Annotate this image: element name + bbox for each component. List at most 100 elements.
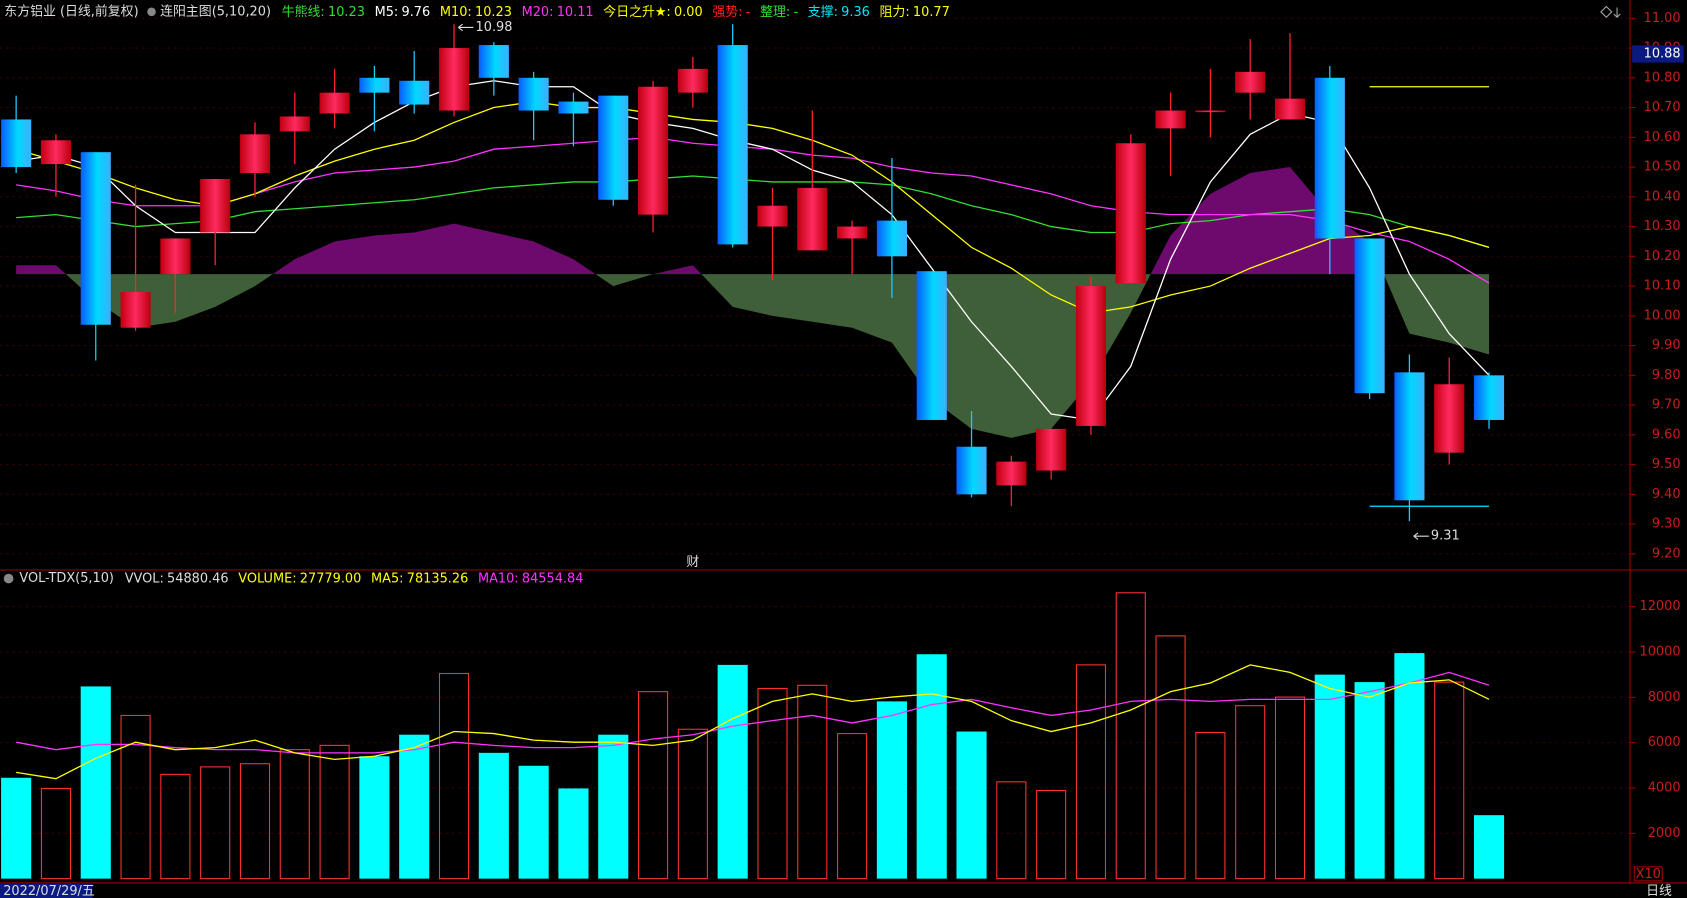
candle-body bbox=[1, 119, 32, 168]
field-name: VVOL: bbox=[125, 571, 164, 586]
field-value: 10.77 bbox=[913, 4, 950, 19]
date-box bbox=[0, 884, 93, 898]
volume-bar bbox=[916, 654, 947, 879]
header-field: 牛熊线: 10.23 bbox=[282, 3, 365, 19]
candle-body bbox=[677, 68, 708, 93]
candle-body bbox=[757, 205, 788, 227]
annotation-arrow bbox=[1413, 532, 1429, 540]
collapse-icon[interactable] bbox=[3, 573, 14, 584]
volume-bar bbox=[638, 691, 669, 880]
candle-body bbox=[1434, 384, 1465, 453]
candle-body bbox=[1036, 428, 1067, 471]
header-text: 东方铝业 (日线,前复权) bbox=[4, 3, 138, 19]
volume-bar bbox=[1354, 682, 1385, 879]
volume-bar bbox=[1075, 664, 1107, 880]
header-field: 整理: - bbox=[760, 4, 798, 19]
volume-bar bbox=[956, 731, 987, 879]
y-tick-label: 2000 bbox=[1648, 826, 1681, 841]
header-field: MA5: 78135.26 bbox=[371, 571, 468, 586]
volume-bar bbox=[1314, 674, 1345, 879]
field-value: 10.11 bbox=[557, 4, 594, 19]
header-field: VOLUME: 27779.00 bbox=[238, 571, 361, 586]
candle-body bbox=[996, 461, 1027, 486]
candle-body bbox=[160, 238, 191, 275]
candle-body bbox=[1155, 110, 1186, 129]
y-tick-label: 6000 bbox=[1648, 735, 1681, 750]
candle-body bbox=[717, 45, 748, 245]
price-box bbox=[1632, 45, 1684, 63]
field-name: 牛熊线: bbox=[282, 3, 325, 19]
field-name: 阻力: bbox=[880, 4, 910, 19]
ma-line bbox=[16, 80, 1490, 421]
indicator-area bbox=[16, 167, 1490, 438]
header-field: M10: 10.23 bbox=[440, 4, 512, 19]
volume-bar bbox=[80, 686, 111, 879]
y-tick-label: 10.10 bbox=[1644, 279, 1681, 294]
candle-body bbox=[518, 77, 549, 111]
indicator-dot bbox=[147, 7, 156, 17]
download-icon[interactable] bbox=[1613, 7, 1621, 18]
ma-line bbox=[16, 136, 1490, 284]
y-tick-label: 9.20 bbox=[1652, 546, 1681, 561]
candle-body bbox=[1235, 71, 1266, 93]
ma-line bbox=[16, 664, 1490, 780]
volume-bar bbox=[558, 788, 589, 879]
field-name: 强势: bbox=[712, 3, 742, 19]
candle-body bbox=[1314, 77, 1345, 239]
y-tick-label: 9.80 bbox=[1652, 368, 1681, 383]
volume-bar bbox=[757, 687, 788, 880]
field-name: 整理: bbox=[760, 4, 790, 19]
field-value: 9.76 bbox=[401, 4, 430, 19]
field-value: - bbox=[793, 4, 798, 19]
header-field: 阻力: 10.77 bbox=[880, 4, 950, 19]
candle-body bbox=[200, 178, 231, 233]
field-name: 支撑: bbox=[808, 4, 838, 19]
candle-body bbox=[279, 116, 310, 132]
field-value: 54880.46 bbox=[167, 571, 229, 586]
volume-bar bbox=[1274, 696, 1306, 880]
volume-bar bbox=[797, 684, 828, 880]
candle-body bbox=[558, 101, 589, 114]
candle-body bbox=[1195, 110, 1226, 113]
candle-body bbox=[438, 48, 470, 111]
field-name: MA10: bbox=[478, 571, 519, 586]
candle-body bbox=[359, 77, 390, 93]
field-value: 9.36 bbox=[841, 4, 870, 19]
volume-bar bbox=[120, 714, 151, 880]
y-tick-label: 10.80 bbox=[1644, 70, 1681, 85]
candle-body bbox=[1394, 372, 1425, 501]
volume-bar bbox=[1115, 592, 1146, 880]
header-field: 支撑: 9.36 bbox=[808, 4, 870, 19]
y-tick-label: 10.30 bbox=[1644, 219, 1681, 234]
candle-body bbox=[80, 152, 111, 325]
marker: 财 bbox=[686, 555, 699, 570]
candle-body bbox=[1075, 286, 1107, 426]
candle-body bbox=[399, 80, 430, 105]
candle-body bbox=[598, 95, 629, 200]
field-value: 10.23 bbox=[328, 4, 365, 19]
header-field: 今日之升★: 0.00 bbox=[603, 3, 702, 19]
candle-body bbox=[239, 134, 271, 174]
field-value: 10.23 bbox=[475, 4, 512, 19]
candle-body bbox=[319, 92, 350, 114]
ma-line bbox=[16, 671, 1490, 754]
field-name: M10: bbox=[440, 4, 472, 19]
candle-body bbox=[1115, 143, 1146, 284]
candle-body bbox=[797, 187, 828, 251]
date-label: 2022/07/29/五 bbox=[3, 884, 95, 898]
volume-bar bbox=[996, 781, 1027, 880]
header-field: 强势: - bbox=[712, 3, 750, 19]
volume-bar bbox=[1235, 705, 1266, 880]
diamond-icon[interactable] bbox=[1600, 5, 1613, 18]
volume-bar bbox=[598, 734, 629, 879]
volume-bar bbox=[239, 763, 271, 880]
candle-body bbox=[1473, 375, 1505, 420]
volume-bar bbox=[160, 773, 191, 880]
y-tick-label: 9.90 bbox=[1652, 338, 1681, 353]
field-value: 27779.00 bbox=[300, 571, 362, 586]
volume-bar bbox=[1155, 635, 1186, 880]
candle-body bbox=[876, 220, 907, 257]
volume-bar bbox=[837, 733, 868, 880]
volume-bar bbox=[677, 728, 708, 880]
field-name: 今日之升★: bbox=[603, 3, 670, 19]
